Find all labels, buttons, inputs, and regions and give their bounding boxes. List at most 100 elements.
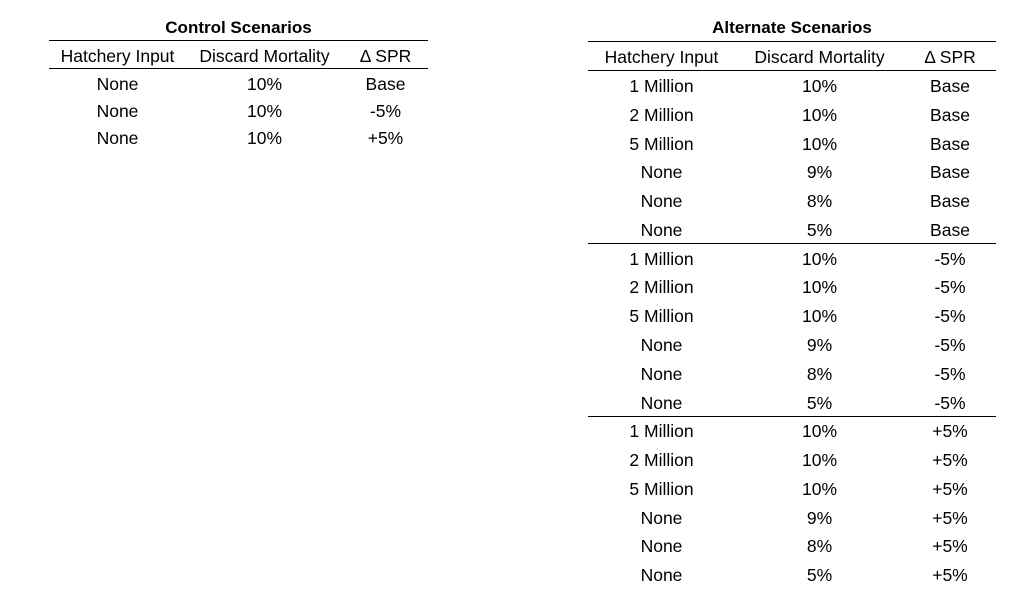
cell-mortality: 10% bbox=[246, 128, 283, 148]
table-row: None 5% -5% bbox=[588, 393, 996, 414]
cell-spr: +5% bbox=[932, 421, 968, 441]
cell-hatchery: 5 Million bbox=[629, 479, 694, 499]
cell-spr: +5% bbox=[932, 450, 968, 470]
cell-spr: -5% bbox=[934, 277, 966, 297]
cell-mortality: 10% bbox=[801, 479, 838, 499]
alternate-header-row: Hatchery Input Discard Mortality Δ SPR bbox=[588, 47, 996, 68]
control-header-spr: Δ SPR bbox=[359, 46, 412, 66]
cell-hatchery: None bbox=[96, 74, 139, 94]
control-scenarios-table: Control Scenarios Hatchery Input Discard… bbox=[49, 17, 428, 157]
cell-mortality: 10% bbox=[801, 249, 838, 269]
table-row: None 8% +5% bbox=[588, 536, 996, 557]
table-row: None 10% -5% bbox=[49, 101, 428, 122]
cell-spr: Base bbox=[365, 74, 406, 94]
cell-hatchery: None bbox=[640, 220, 683, 240]
cell-hatchery: 5 Million bbox=[629, 134, 694, 154]
table-row: 2 Million 10% +5% bbox=[588, 450, 996, 471]
cell-mortality: 8% bbox=[806, 191, 833, 211]
group-divider-rule bbox=[588, 416, 996, 417]
control-top-rule bbox=[49, 40, 428, 41]
cell-hatchery: None bbox=[640, 364, 683, 384]
alternate-header-hatchery: Hatchery Input bbox=[604, 47, 719, 67]
cell-spr: Base bbox=[930, 105, 970, 125]
cell-hatchery: 1 Million bbox=[629, 421, 694, 441]
cell-spr: Base bbox=[930, 76, 970, 96]
cell-hatchery: 1 Million bbox=[629, 76, 694, 96]
alternate-header-rule bbox=[588, 70, 996, 71]
cell-spr: -5% bbox=[934, 306, 966, 326]
cell-hatchery: None bbox=[640, 565, 683, 585]
cell-spr: -5% bbox=[934, 335, 966, 355]
cell-mortality: 10% bbox=[801, 105, 838, 125]
cell-hatchery: None bbox=[640, 393, 683, 413]
cell-spr: -5% bbox=[369, 101, 402, 121]
table-row: None 10% +5% bbox=[49, 128, 428, 149]
table-row: None 5% Base bbox=[588, 220, 996, 241]
cell-hatchery: None bbox=[640, 335, 683, 355]
table-row: None 9% Base bbox=[588, 162, 996, 183]
cell-hatchery: None bbox=[96, 128, 139, 148]
cell-mortality: 10% bbox=[801, 134, 838, 154]
cell-hatchery: 2 Million bbox=[629, 105, 694, 125]
cell-spr: +5% bbox=[932, 536, 968, 556]
table-row: 2 Million 10% Base bbox=[588, 105, 996, 126]
table-row: None 9% +5% bbox=[588, 508, 996, 529]
control-header-mortality: Discard Mortality bbox=[199, 46, 330, 66]
cell-spr: -5% bbox=[934, 249, 966, 269]
cell-spr: Base bbox=[930, 220, 970, 240]
cell-mortality: 9% bbox=[806, 335, 833, 355]
cell-spr: +5% bbox=[932, 508, 968, 528]
cell-hatchery: None bbox=[640, 191, 683, 211]
cell-mortality: 5% bbox=[806, 393, 833, 413]
cell-hatchery: None bbox=[640, 162, 683, 182]
table-row: None 8% Base bbox=[588, 191, 996, 212]
alternate-table-title: Alternate Scenarios bbox=[712, 18, 872, 37]
cell-spr: -5% bbox=[934, 364, 966, 384]
cell-mortality: 10% bbox=[246, 101, 283, 121]
cell-mortality: 10% bbox=[801, 277, 838, 297]
table-row: 5 Million 10% Base bbox=[588, 134, 996, 155]
control-header-rule bbox=[49, 68, 428, 69]
cell-spr: Base bbox=[930, 191, 970, 211]
table-row: None 10% Base bbox=[49, 74, 428, 95]
cell-spr: -5% bbox=[934, 393, 966, 413]
alternate-header-spr: Δ SPR bbox=[924, 47, 976, 67]
control-header-row: Hatchery Input Discard Mortality Δ SPR bbox=[49, 46, 428, 67]
table-row: 1 Million 10% -5% bbox=[588, 249, 996, 270]
cell-spr: +5% bbox=[367, 128, 404, 148]
cell-mortality: 9% bbox=[806, 162, 833, 182]
cell-hatchery: 2 Million bbox=[629, 450, 694, 470]
cell-hatchery: None bbox=[96, 101, 139, 121]
alternate-scenarios-table: Alternate Scenarios Hatchery Input Disca… bbox=[588, 17, 996, 597]
cell-spr: Base bbox=[930, 162, 970, 182]
cell-mortality: 10% bbox=[801, 306, 838, 326]
cell-mortality: 10% bbox=[801, 450, 838, 470]
cell-mortality: 10% bbox=[801, 421, 838, 441]
control-header-hatchery: Hatchery Input bbox=[60, 46, 175, 66]
cell-spr: Base bbox=[930, 134, 970, 154]
table-row: None 9% -5% bbox=[588, 335, 996, 356]
cell-spr: +5% bbox=[932, 479, 968, 499]
alternate-header-mortality: Discard Mortality bbox=[754, 47, 885, 67]
table-row: 5 Million 10% +5% bbox=[588, 479, 996, 500]
control-table-title: Control Scenarios bbox=[165, 18, 312, 37]
cell-hatchery: 1 Million bbox=[629, 249, 694, 269]
table-row: 1 Million 10% +5% bbox=[588, 421, 996, 442]
table-row: None 5% +5% bbox=[588, 565, 996, 586]
cell-mortality: 8% bbox=[806, 364, 833, 384]
cell-hatchery: 2 Million bbox=[629, 277, 694, 297]
cell-mortality: 10% bbox=[801, 76, 838, 96]
alternate-top-rule bbox=[588, 41, 996, 42]
cell-hatchery: None bbox=[640, 508, 683, 528]
cell-mortality: 5% bbox=[806, 220, 833, 240]
table-row: 1 Million 10% Base bbox=[588, 76, 996, 97]
cell-hatchery: 5 Million bbox=[629, 306, 694, 326]
cell-spr: +5% bbox=[932, 565, 968, 585]
cell-mortality: 8% bbox=[806, 536, 833, 556]
table-row: 2 Million 10% -5% bbox=[588, 277, 996, 298]
cell-mortality: 10% bbox=[246, 74, 283, 94]
cell-hatchery: None bbox=[640, 536, 683, 556]
group-divider-rule bbox=[588, 243, 996, 244]
table-row: None 8% -5% bbox=[588, 364, 996, 385]
cell-mortality: 5% bbox=[806, 565, 833, 585]
